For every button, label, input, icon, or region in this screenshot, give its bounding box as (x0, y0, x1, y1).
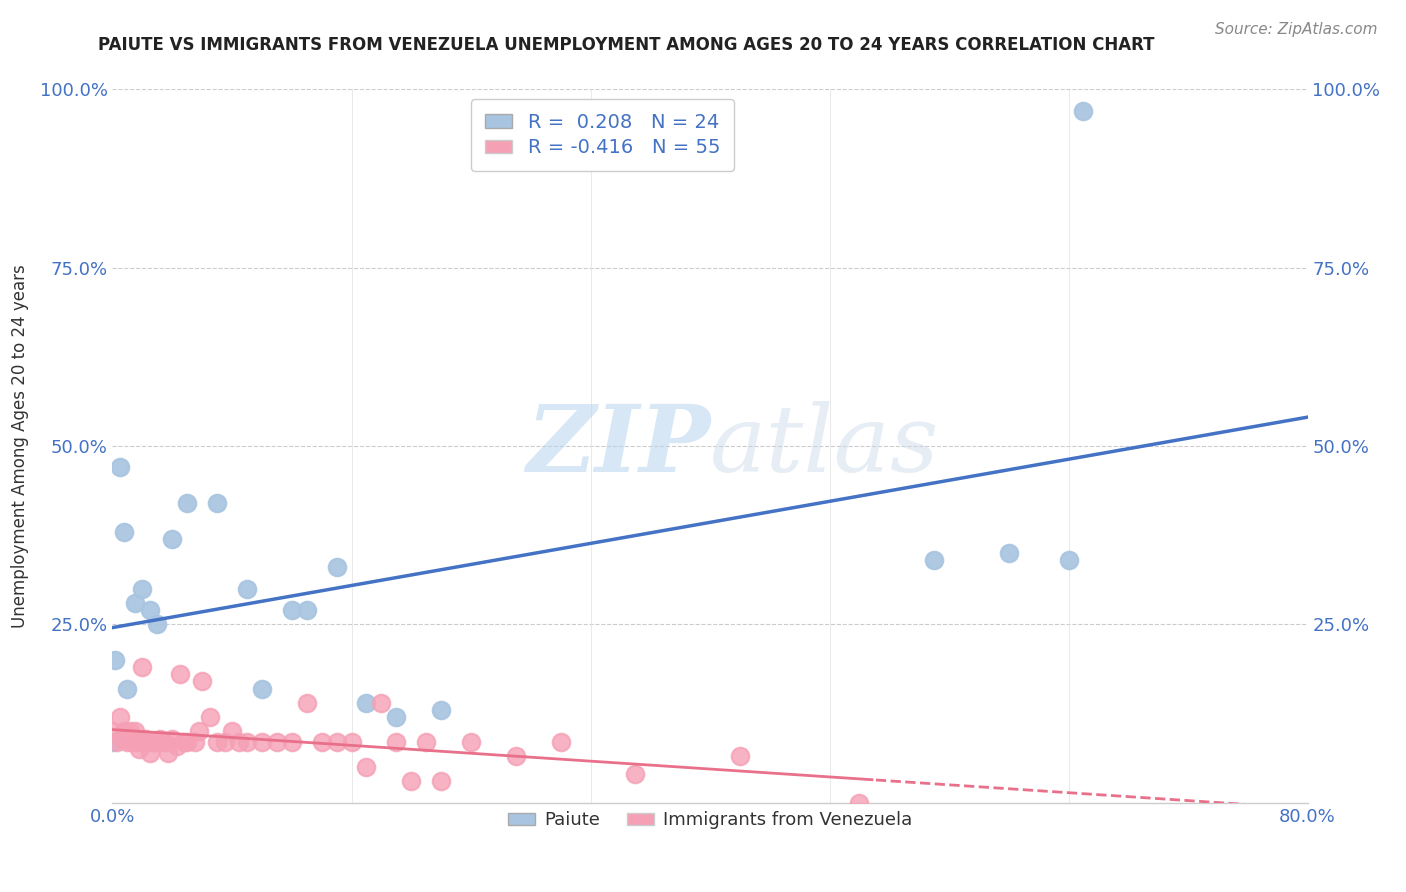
Point (356, 696, 378, 710)
Point (117, 681, 139, 696)
Point (325, 735, 347, 749)
Point (281, 603, 304, 617)
Point (176, 735, 198, 749)
Point (150, 735, 173, 749)
Point (114, 524, 135, 539)
Point (385, 735, 408, 749)
Point (922, 553, 945, 567)
Point (624, 767, 647, 781)
Point (146, 735, 169, 749)
Point (156, 746, 179, 760)
Point (183, 735, 205, 749)
Text: ZIP: ZIP (526, 401, 710, 491)
Point (728, 749, 751, 764)
Point (153, 735, 176, 749)
Point (108, 710, 131, 724)
Point (138, 735, 160, 749)
Y-axis label: Unemployment Among Ages 20 to 24 years: Unemployment Among Ages 20 to 24 years (10, 264, 28, 628)
Point (124, 724, 146, 739)
Point (325, 560, 347, 574)
Point (143, 735, 166, 749)
Point (311, 735, 333, 749)
Point (108, 460, 131, 475)
Point (1057, 553, 1080, 567)
Point (131, 660, 153, 674)
Point (295, 603, 318, 617)
Text: PAIUTE VS IMMIGRANTS FROM VENEZUELA UNEMPLOYMENT AMONG AGES 20 TO 24 YEARS CORRE: PAIUTE VS IMMIGRANTS FROM VENEZUELA UNEM… (98, 36, 1154, 54)
Point (105, 735, 128, 749)
Point (430, 703, 453, 717)
Legend: Paiute, Immigrants from Venezuela: Paiute, Immigrants from Venezuela (501, 805, 920, 837)
Point (120, 724, 142, 739)
Point (250, 735, 273, 749)
Point (236, 735, 259, 749)
Point (127, 735, 149, 749)
Point (124, 596, 146, 610)
Point (401, 774, 423, 789)
Point (848, 796, 870, 810)
Point (101, 735, 124, 749)
Point (139, 603, 162, 617)
Point (550, 735, 572, 749)
Point (142, 735, 165, 749)
Point (146, 617, 169, 632)
Point (221, 724, 243, 739)
Point (205, 735, 228, 749)
Point (139, 746, 162, 760)
Point (176, 496, 198, 510)
Point (131, 582, 153, 596)
Point (340, 735, 363, 749)
Point (228, 735, 250, 749)
Text: atlas: atlas (710, 401, 939, 491)
Point (117, 735, 139, 749)
Point (188, 724, 211, 739)
Point (134, 731, 156, 746)
Point (169, 667, 191, 681)
Text: Source: ZipAtlas.com: Source: ZipAtlas.com (1215, 22, 1378, 37)
Point (162, 731, 183, 746)
Point (236, 582, 259, 596)
Point (415, 735, 437, 749)
Point (430, 774, 453, 789)
Point (111, 731, 134, 746)
Point (205, 496, 228, 510)
Point (104, 653, 127, 667)
Point (114, 724, 135, 739)
Point (356, 760, 378, 774)
Point (121, 735, 143, 749)
Point (149, 731, 172, 746)
Point (250, 681, 273, 696)
Point (460, 735, 482, 749)
Point (370, 696, 392, 710)
Point (1073, 103, 1095, 118)
Point (266, 735, 288, 749)
Point (295, 696, 318, 710)
Point (162, 532, 183, 546)
Point (998, 546, 1021, 560)
Point (173, 735, 195, 749)
Point (198, 710, 221, 724)
Point (101, 724, 124, 739)
Point (128, 742, 150, 756)
Point (214, 735, 236, 749)
Point (505, 749, 527, 764)
Point (191, 674, 214, 689)
Point (281, 735, 304, 749)
Point (166, 739, 188, 753)
Point (385, 710, 408, 724)
